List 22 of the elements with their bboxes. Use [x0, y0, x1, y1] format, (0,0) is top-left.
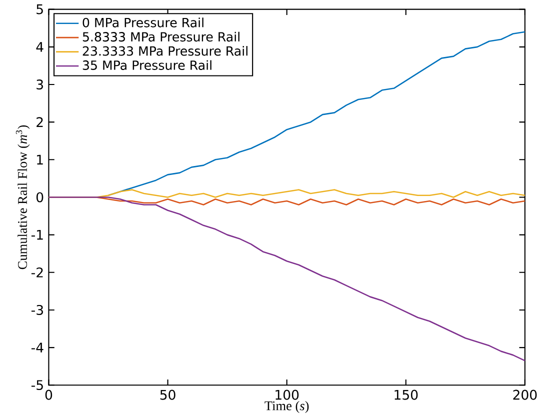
y-tick-label: 3 — [36, 79, 43, 90]
legend-label: 23.3333 MPa Pressure Rail — [82, 46, 248, 56]
x-tick-label: 150 — [394, 390, 418, 400]
y-tick-label: 1 — [37, 154, 43, 164]
x-tick-label: 0 — [45, 390, 52, 400]
y-tick-label: 2 — [36, 116, 43, 127]
legend-label: 5.8333 MPa Pressure Rail — [82, 32, 240, 42]
y-tick-label: 4 — [36, 42, 44, 52]
x-axis-title: Time (s) — [264, 400, 309, 413]
legend-label: 35 MPa Pressure Rail — [82, 60, 212, 70]
y-tick-label: -3 — [31, 304, 43, 315]
y-tick-label: -2 — [31, 267, 43, 278]
x-tick-label: 200 — [513, 390, 537, 400]
y-tick-label: 5 — [36, 4, 43, 14]
x-tick-label: 50 — [160, 390, 176, 400]
y-axis-title: Cumulative Rail Flow (m$^{3}$) — [16, 125, 30, 269]
y-tick-label: -4 — [31, 342, 44, 352]
y-tick-label: -1 — [31, 230, 43, 240]
x-tick-label: 100 — [276, 390, 299, 400]
y-tick-label: -5 — [31, 380, 43, 390]
legend-label: 0 MPa Pressure Rail — [82, 17, 204, 28]
y-tick-label: 0 — [36, 192, 44, 202]
